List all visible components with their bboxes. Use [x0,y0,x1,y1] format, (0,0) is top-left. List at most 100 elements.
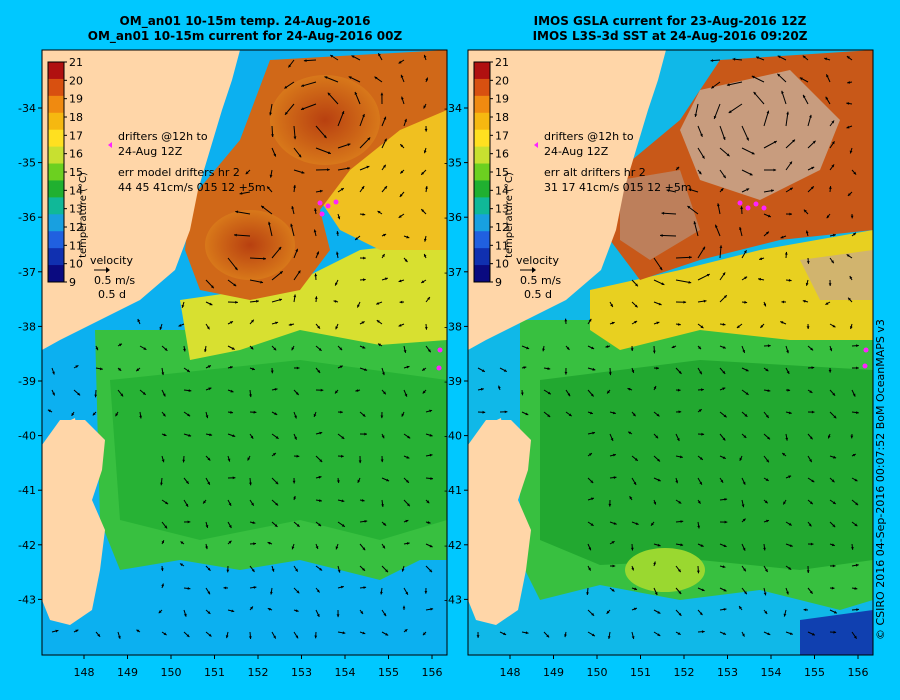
right-title-line1: IMOS GSLA current for 23-Aug-2016 12Z [533,14,807,28]
right-velocity-title: velocity [516,254,559,267]
drifter-point [325,203,331,209]
right-map-area [468,50,873,655]
current-vector-head [784,251,788,255]
current-vector-head [363,586,367,589]
current-vector-head [301,84,305,87]
current-vector-head [829,348,833,352]
current-vector-head [802,299,806,303]
lon-label: 151 [204,666,225,679]
left-velocity-arrowhead [106,267,110,273]
current-vector-head [658,302,662,306]
current-vector-head [742,349,745,353]
current-vector-head [398,60,402,64]
current-vector-head [852,454,856,457]
right-err-line1: err alt drifters hr 2 [544,166,646,179]
current-vector-head [701,588,705,592]
current-vector-head [239,192,243,195]
drifter-point [745,205,751,211]
current-vector-head [279,298,282,302]
current-vector-head [655,435,659,439]
lon-label: 149 [117,666,138,679]
current-vector-head [610,304,613,307]
colorbar-swatch [474,163,490,181]
current-vector-head [335,326,339,330]
current-vector-head [749,172,753,176]
colorbar-swatch [474,62,490,80]
current-vector-head [591,612,595,616]
current-vector-head [631,636,635,639]
current-vector-head [607,390,610,394]
lon-label: 152 [674,666,695,679]
lat-label: -36 [18,211,36,224]
current-vector-head [846,125,850,129]
current-vector-head [809,114,812,118]
colorbar-tick-label: 17 [495,129,509,142]
current-vector-head [611,588,615,592]
current-vector-head [586,592,589,595]
current-vector-head [847,81,851,84]
current-vector-head [671,345,675,349]
current-vector-head [683,300,687,304]
current-vector-head [161,459,165,463]
current-vector-head [425,77,428,81]
current-vector-head [786,370,790,374]
right-drifters [737,200,869,369]
current-vector-head [476,635,480,638]
current-vector-head [724,520,728,524]
current-vector-head [284,85,288,89]
lon-label: 150 [587,666,608,679]
current-vector-head [407,503,410,507]
current-vector-head [854,587,858,590]
lat-label: -42 [444,539,462,552]
current-vector-head [632,413,636,417]
current-vector-head [700,133,703,137]
current-vector-head [722,456,726,459]
current-vector-head [777,73,781,77]
current-vector-head [315,546,319,549]
current-vector-head [245,171,249,175]
current-vector-head [228,502,232,506]
current-vector-head [251,319,254,323]
current-vector-head [723,414,727,418]
colorbar-tick-label: 9 [69,276,76,289]
current-vector-head [613,476,617,479]
current-vector-head [763,303,767,307]
current-vector-head [303,59,307,62]
current-vector-head [697,525,701,529]
current-vector-head [744,276,748,280]
drifter-point [437,347,443,353]
current-vector-head [763,592,767,596]
current-vector-head [678,612,682,616]
current-vector-head [788,411,792,415]
current-vector-head [251,569,255,572]
current-vector-head [848,297,851,301]
current-vector-head [854,523,858,527]
current-vector-head [659,267,663,271]
current-vector-head [430,607,434,611]
current-vector-head [429,569,432,573]
current-vector-head [688,188,692,192]
current-vector-head [294,436,297,440]
current-vector-head [697,500,701,504]
current-vector-head [385,632,389,636]
current-vector-head [398,215,402,218]
drifter-point [862,363,868,369]
current-vector-head [422,390,426,394]
current-vector-head [335,390,338,394]
current-vector-head [207,457,211,461]
current-vector-head [792,139,795,143]
current-vector-head [634,321,638,324]
colorbar-tick-label: 19 [495,93,509,106]
current-vector-head [347,167,351,170]
current-vector-head [788,278,792,282]
current-vector-head [52,371,55,375]
colorbar-swatch [474,146,490,165]
right-tasmania [468,420,531,625]
current-vector-head [250,606,253,610]
left-colorbar: 21 20 19 18 17 16 15 14 13 12 11 10 9 [47,56,83,289]
current-vector-head [689,255,692,259]
colorbar-swatch [474,129,490,148]
current-vector-head [722,272,726,276]
current-vector-head [273,347,277,351]
current-vector-head [203,500,206,504]
